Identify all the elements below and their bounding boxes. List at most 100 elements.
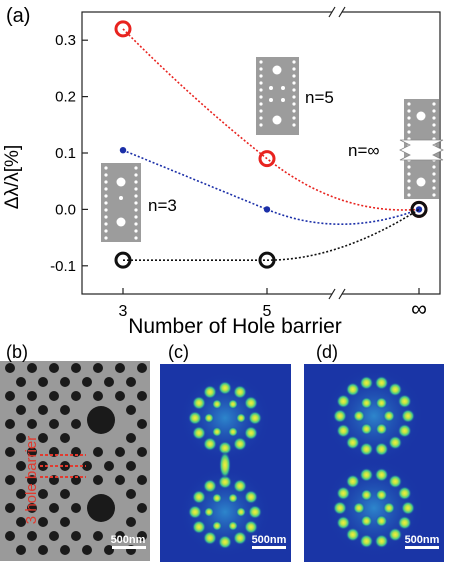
inset-hole [119, 196, 123, 200]
sem-hole [82, 545, 92, 555]
sem-hole [49, 391, 59, 401]
sem-hole [137, 363, 147, 373]
sem-hole [93, 531, 103, 541]
sem-hole [104, 461, 114, 471]
field-lobe [397, 423, 412, 438]
sem-hole [49, 419, 59, 429]
series-line-2 [123, 208, 420, 261]
inset-hole [432, 193, 436, 197]
panel-label-d: (d) [316, 342, 338, 362]
field-lobe [333, 501, 347, 515]
field-lobe [203, 530, 217, 545]
sem-hole [115, 363, 125, 373]
inset-hole [104, 201, 108, 205]
inset-hole [259, 74, 263, 78]
sem-hole [115, 531, 125, 541]
field-lobe [333, 409, 347, 423]
field-lobe [336, 423, 351, 438]
field-lobe [374, 375, 389, 390]
sem-large-hole [87, 406, 115, 434]
field-lobe [397, 486, 412, 501]
sem-hole [5, 363, 15, 373]
inset-ninf: n=∞ [348, 99, 444, 199]
data-point-series2 [114, 251, 132, 269]
field-lobe [336, 515, 351, 530]
field-lobe [248, 411, 262, 425]
sem-hole [27, 419, 37, 429]
inset-hole [259, 109, 263, 113]
scale-bar-b [112, 546, 146, 549]
field-lobe [360, 397, 373, 410]
field-lobe [228, 399, 238, 410]
field-lobe [192, 520, 207, 534]
panel-label-b: (b) [6, 342, 28, 362]
inset-hole [104, 166, 108, 170]
field-lobe [401, 409, 415, 423]
inset-hole [116, 217, 126, 227]
sem-hole [126, 489, 136, 499]
axis-break-gap [332, 8, 342, 16]
inset-hole [432, 109, 436, 113]
field-lobe [243, 490, 258, 504]
sem-hole [5, 447, 15, 457]
scale-bar-label-c: 500nm [252, 534, 287, 546]
field-lobe [218, 475, 232, 489]
inset-hole [259, 102, 263, 106]
data-point-series1 [415, 206, 423, 213]
field-lobe [345, 474, 360, 489]
inset-n5-holes [259, 60, 296, 127]
sem-hole [16, 489, 26, 499]
sem-hole [115, 447, 125, 457]
inset-hole [407, 186, 411, 190]
sem-hole [60, 517, 70, 527]
x-tick-label: 5 [263, 303, 272, 320]
sem-hole [16, 377, 26, 387]
inset-hole [134, 201, 138, 205]
field-lobe [401, 501, 415, 515]
inset-hole [432, 179, 436, 183]
inset-hole [292, 67, 296, 71]
sem-hole [16, 461, 26, 471]
scale-bar-label-d: 500nm [405, 534, 440, 546]
field-lobe [243, 520, 258, 534]
field-d-pattern [324, 366, 424, 558]
field-lobe [374, 534, 389, 549]
inset-n5: n=5 [256, 57, 334, 135]
sem-hole [49, 503, 59, 513]
inset-n3-holes [104, 166, 138, 240]
field-lobe [375, 397, 388, 410]
field-lobe [192, 426, 207, 440]
sem-hole [16, 433, 26, 443]
sem-hole [27, 363, 37, 373]
axis-break-mark [328, 6, 336, 18]
sem-hole [126, 517, 136, 527]
field-lobe [359, 467, 374, 482]
sem-hole [27, 503, 37, 513]
sem-hole [71, 419, 81, 429]
inset-hole [281, 98, 285, 102]
field-lobe [359, 534, 374, 549]
panel-label-a: (a) [6, 5, 30, 27]
sem-hole [38, 377, 48, 387]
inset-label-n3: n=3 [148, 196, 177, 215]
inset-hole [432, 186, 436, 190]
sem-hole [82, 377, 92, 387]
sem-hole [60, 545, 70, 555]
field-lobe [212, 520, 222, 531]
sem-hole [137, 419, 147, 429]
inset-hole [259, 95, 263, 99]
field-lobe [359, 442, 374, 457]
sem-hole [16, 545, 26, 555]
sem-hole [5, 531, 15, 541]
chart: -0.1 0.0 0.1 0.2 0.3 3 5 ∞ [50, 6, 441, 321]
sem-hole [137, 391, 147, 401]
field-lobe [383, 410, 395, 422]
sem-hole [71, 447, 81, 457]
sem-large-hole [87, 494, 115, 522]
sem-hole [93, 391, 103, 401]
sem-hole [5, 503, 15, 513]
inset-hole [292, 74, 296, 78]
sem-hole [115, 391, 125, 401]
field-lobe [236, 413, 246, 423]
field-lobe [212, 426, 222, 437]
